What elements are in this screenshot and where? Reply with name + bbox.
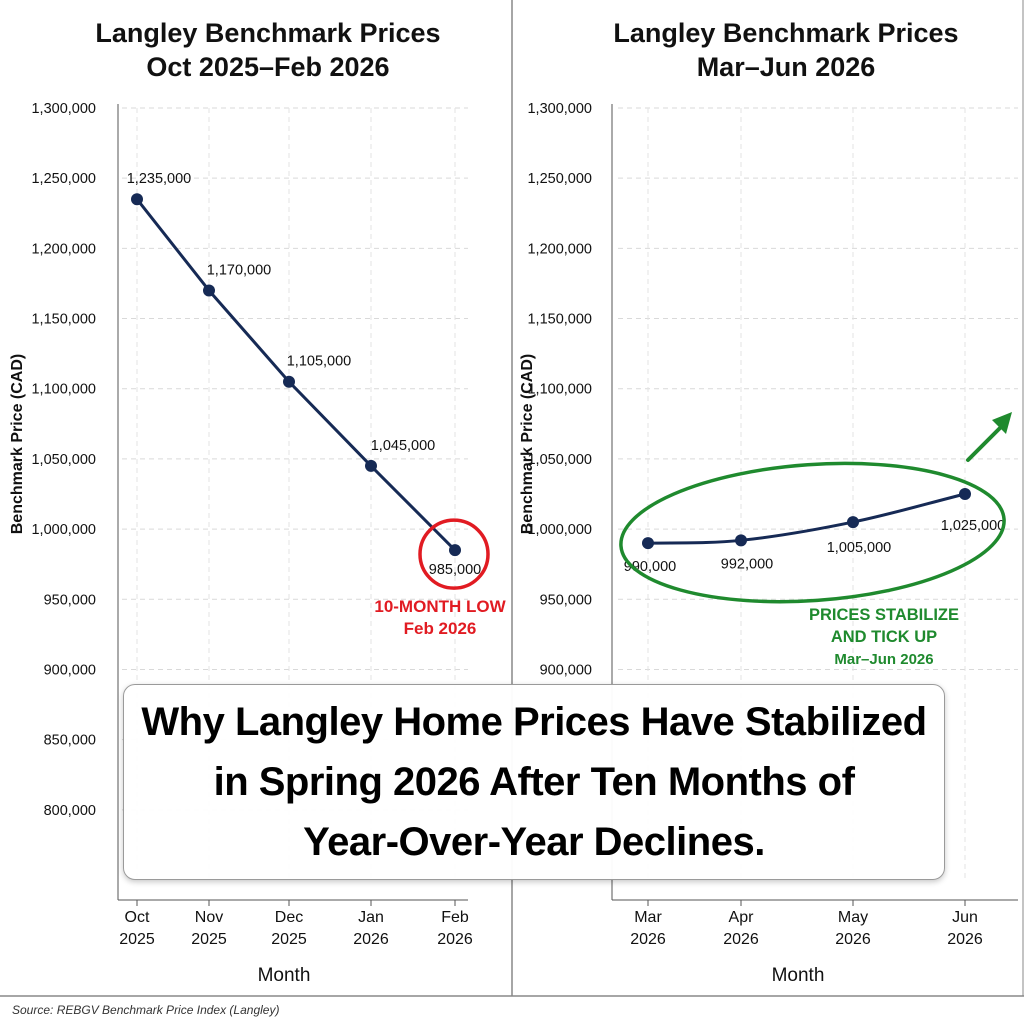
x-axis-label: Month (772, 965, 825, 986)
x-tick-label: Jan 2026 (353, 909, 389, 948)
uptrend-arrow-shaft (966, 426, 1002, 462)
chart-title: Langley Benchmark Prices Mar–Jun 2026 (613, 18, 958, 82)
data-label: 985,000 (429, 562, 481, 578)
data-point (642, 537, 654, 550)
y-tick-label: 950,000 (44, 592, 96, 608)
data-label: 1,045,000 (371, 438, 436, 454)
x-tick-label: Mar 2026 (630, 909, 666, 948)
y-tick-label: 800,000 (44, 803, 96, 819)
y-tick-label: 1,000,000 (31, 522, 96, 538)
data-point (131, 193, 143, 206)
uptrend-arrow-head-icon (992, 412, 1012, 434)
y-tick-label: 950,000 (540, 592, 592, 608)
x-tick-label: Nov 2025 (191, 909, 227, 948)
x-tick-label: Feb 2026 (437, 909, 473, 948)
x-tick-label: Dec 2025 (271, 909, 307, 948)
y-tick-label: 1,250,000 (31, 171, 96, 187)
y-tick-label: 1,300,000 (527, 101, 592, 117)
y-axis-label: Benchmark Price (CAD) (519, 354, 536, 535)
source-note: Source: REBGV Benchmark Price Index (Lan… (12, 1003, 280, 1017)
y-tick-label: 1,250,000 (527, 171, 592, 187)
y-tick-label: 900,000 (540, 662, 592, 678)
y-tick-label: 1,100,000 (527, 382, 592, 398)
y-tick-label: 1,050,000 (31, 452, 96, 468)
x-tick-label: Oct 2025 (119, 909, 155, 948)
data-point (735, 534, 747, 547)
data-point (449, 544, 461, 557)
stabilize-highlight-ellipse (619, 461, 1006, 604)
data-label: 1,105,000 (287, 354, 352, 370)
y-tick-label: 1,050,000 (527, 452, 592, 468)
headline-callout: Why Langley Home Prices Have Stabilized i… (123, 684, 945, 880)
y-tick-label: 900,000 (44, 662, 96, 678)
y-tick-label: 1,300,000 (31, 101, 96, 117)
y-tick-label: 1,150,000 (31, 312, 96, 328)
data-point (847, 516, 859, 529)
low-point-highlight-circle (418, 518, 490, 590)
headline-text: Why Langley Home Prices Have Stabilized i… (141, 700, 927, 864)
y-tick-label: 850,000 (44, 733, 96, 749)
data-label: 1,235,000 (127, 171, 192, 187)
x-tick-label: May 2026 (835, 909, 871, 948)
data-label: 1,005,000 (827, 540, 892, 556)
data-label: 1,025,000 (941, 518, 1006, 534)
chart-title: Langley Benchmark Prices Oct 2025–Feb 202… (95, 18, 440, 82)
y-axis-label: Benchmark Price (CAD) (9, 354, 26, 535)
y-tick-label: 1,200,000 (31, 241, 96, 257)
y-tick-label: 1,200,000 (527, 241, 592, 257)
data-label: 992,000 (721, 556, 773, 572)
data-point (203, 284, 215, 297)
series-line (646, 492, 967, 545)
data-label: 1,170,000 (207, 262, 272, 278)
series-line (135, 197, 457, 552)
x-tick-label: Apr 2026 (723, 909, 759, 948)
y-tick-label: 1,150,000 (527, 312, 592, 328)
y-tick-label: 1,000,000 (527, 522, 592, 538)
x-axis-label: Month (258, 965, 311, 986)
data-point (283, 375, 295, 388)
low-annotation: 10-MONTH LOW Feb 2026 (374, 597, 506, 638)
data-point (959, 488, 971, 500)
y-tick-label: 1,100,000 (31, 382, 96, 398)
data-point (365, 459, 377, 472)
stabilize-annotation: PRICES STABILIZE AND TICK UP Mar–Jun 2026 (809, 606, 959, 668)
x-tick-label: Jun 2026 (947, 909, 983, 948)
